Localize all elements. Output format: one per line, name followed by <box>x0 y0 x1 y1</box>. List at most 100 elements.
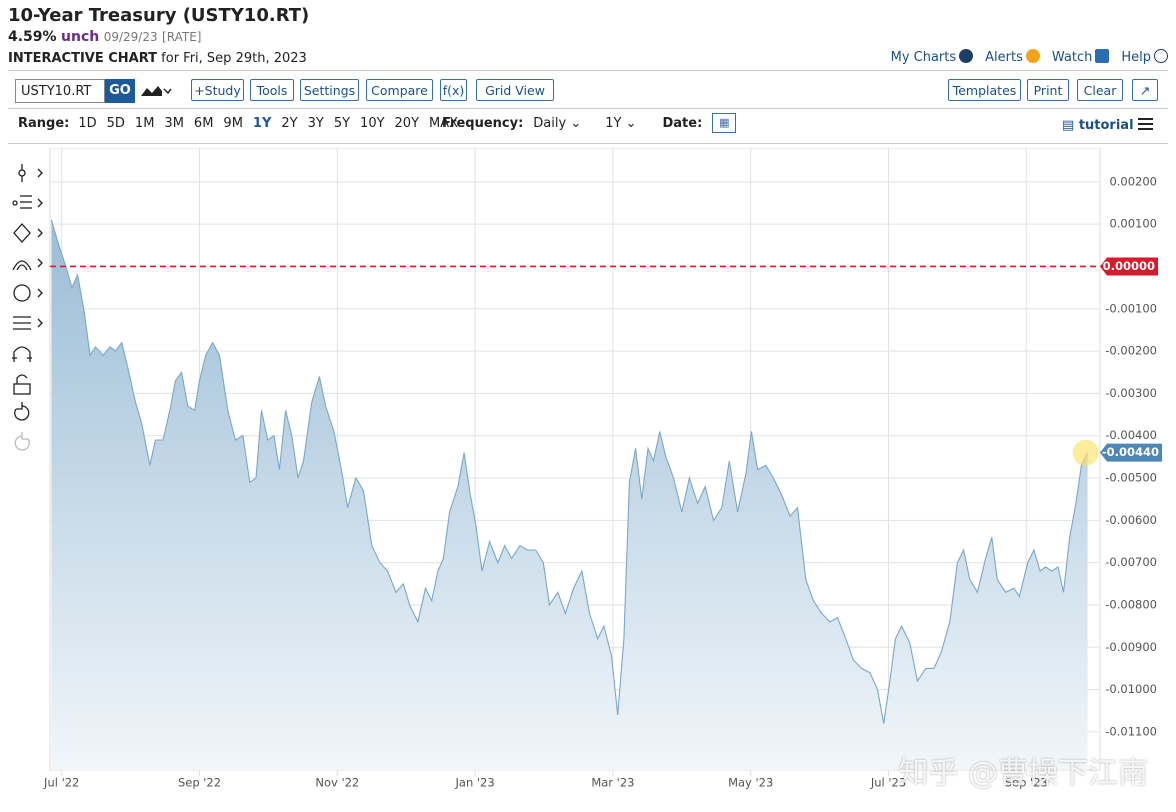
expand-button[interactable]: ↗ <box>1132 79 1158 101</box>
quote-date: 09/29/23 <box>103 30 158 44</box>
last-tag <box>1100 443 1162 462</box>
y-tick-label: -0.00800 <box>1105 597 1157 611</box>
frequency-value[interactable]: Daily <box>533 116 567 131</box>
icon <box>1095 49 1110 63</box>
y-tick-label: -0.00900 <box>1105 640 1157 654</box>
divider <box>8 70 1168 71</box>
title: 10-Year Treasury (USTY10.RT) <box>8 5 310 26</box>
link[interactable]: My Charts <box>891 49 974 65</box>
y-tick-label: -0.01000 <box>1105 682 1157 696</box>
price: 4.59% <box>8 29 57 45</box>
y-tick-label: 0.00200 <box>1109 174 1157 188</box>
link[interactable]: Watch <box>1051 49 1110 65</box>
x-tick-label: Mar '23 <box>591 776 634 790</box>
tool-button[interactable]: Compare <box>366 79 433 101</box>
range-option[interactable]: 10Y <box>360 116 385 131</box>
tool[interactable] <box>13 223 43 243</box>
link[interactable]: Help <box>1121 49 1168 65</box>
y-tick-label: -0.00700 <box>1105 555 1157 569</box>
range-option[interactable]: 2Y <box>281 116 298 131</box>
tutorial-link[interactable]: ▤ tutorial <box>1062 118 1134 133</box>
range-option[interactable]: MAX <box>429 116 459 131</box>
frequency-label: Frequency: <box>442 116 524 131</box>
range-option[interactable]: 9M <box>223 116 243 131</box>
range-row: Range: 1D 5D 1M 3M 6M 9M 1Y 2Y 3Y 5Y 10Y 20Y MAX <box>18 116 458 131</box>
x-tick-label: Jul '23 <box>870 776 906 790</box>
divider <box>8 143 1168 144</box>
tool-button[interactable]: Settings <box>300 79 359 101</box>
frequency-row: Frequency: Daily ⌄ 1Y ⌄ Date: ▦ <box>442 113 737 133</box>
drawing-tools <box>12 164 43 451</box>
tool-button[interactable]: +Study <box>191 79 244 101</box>
tool-button[interactable]: Templates <box>948 79 1021 101</box>
range-option[interactable]: 5Y <box>333 116 351 131</box>
ranges: 1D 5D 1M 3M 6M 9M 1Y 2Y 3Y 5Y 10Y 20Y MAX <box>78 116 458 131</box>
reference-label: 0.00000 <box>1103 259 1155 273</box>
range-option[interactable]: 6M <box>193 116 214 131</box>
y-tick-label: -0.00300 <box>1105 386 1157 400</box>
icon <box>1154 49 1168 63</box>
tool-button[interactable]: Grid View <box>476 79 554 101</box>
period-select[interactable]: 1Y ⌄ <box>605 116 637 131</box>
x-tick-label: Sep '23 <box>1005 776 1048 790</box>
quote: 4.59% unch 09/29/23 [RATE] <box>8 29 201 45</box>
range-option[interactable]: 3Y <box>307 116 324 131</box>
tool-button[interactable]: f(x) <box>440 79 467 101</box>
x-tick-label: Sep '22 <box>178 776 221 790</box>
last-point-highlight <box>1072 439 1099 466</box>
link[interactable]: Alerts <box>985 49 1040 65</box>
range-option[interactable]: 1Y <box>252 116 272 131</box>
link-text[interactable]: My Charts <box>890 50 957 65</box>
y-tick-label: -0.01100 <box>1105 724 1157 738</box>
chart-type-icon[interactable] <box>140 83 172 99</box>
link-text[interactable]: Alerts <box>985 50 1023 65</box>
y-tick-label: -0.00100 <box>1105 301 1157 315</box>
tool[interactable] <box>13 284 43 302</box>
frequency-select[interactable]: Daily ⌄ <box>533 116 582 131</box>
tutorial-text[interactable]: tutorial <box>1078 118 1134 133</box>
tool[interactable] <box>12 195 43 209</box>
watermark: 知乎 @曹操下江南 <box>898 756 1148 791</box>
go-button[interactable]: GO <box>105 79 135 103</box>
tool[interactable] <box>12 258 43 271</box>
y-tick-label: 0.00100 <box>1109 217 1157 231</box>
y-tick-label: -0.00600 <box>1105 513 1157 527</box>
tool[interactable] <box>18 164 43 182</box>
tool[interactable] <box>14 402 30 421</box>
tool-button[interactable]: Clear <box>1077 79 1123 101</box>
range-option[interactable]: 1D <box>78 116 97 131</box>
tool[interactable] <box>13 374 31 395</box>
change: unch <box>61 29 100 45</box>
tool[interactable] <box>12 346 32 362</box>
x-tick-label: May '23 <box>728 776 773 790</box>
period-value[interactable]: 1Y <box>605 116 622 131</box>
area <box>51 219 1088 770</box>
icon <box>959 49 974 63</box>
tool[interactable] <box>14 432 30 451</box>
range-option[interactable]: 20Y <box>394 116 420 131</box>
tool[interactable] <box>13 316 43 330</box>
link-text[interactable]: Help <box>1121 50 1151 65</box>
links: My Charts Alerts Watch Help <box>891 49 1168 65</box>
tool-button[interactable]: Print <box>1027 79 1069 101</box>
source: [RATE] <box>162 30 202 44</box>
x-tick-label: Jan '23 <box>455 776 495 790</box>
range-option[interactable]: 5D <box>106 116 125 131</box>
y-tick-label: -0.00200 <box>1105 344 1157 358</box>
y-tick-label: -0.00400 <box>1105 428 1157 442</box>
line <box>50 219 1089 724</box>
range-option[interactable]: 3M <box>164 116 184 131</box>
tool-button[interactable]: Tools <box>250 79 294 101</box>
reference-tag <box>1100 257 1158 276</box>
date-label: Date: <box>662 116 703 131</box>
last-label: -0.00440 <box>1102 445 1159 459</box>
link-text[interactable]: Watch <box>1051 50 1093 65</box>
y-tick-label: -0.00500 <box>1105 471 1157 485</box>
date-picker[interactable]: ▦ <box>712 113 737 133</box>
chart-label: INTERACTIVE CHART <box>8 51 158 66</box>
menu-icon[interactable] <box>1138 117 1154 131</box>
symbol-input[interactable]: USTY10.RT <box>15 79 105 103</box>
x-tick-label: Jul '22 <box>43 776 79 790</box>
range-option[interactable]: 1M <box>134 116 155 131</box>
